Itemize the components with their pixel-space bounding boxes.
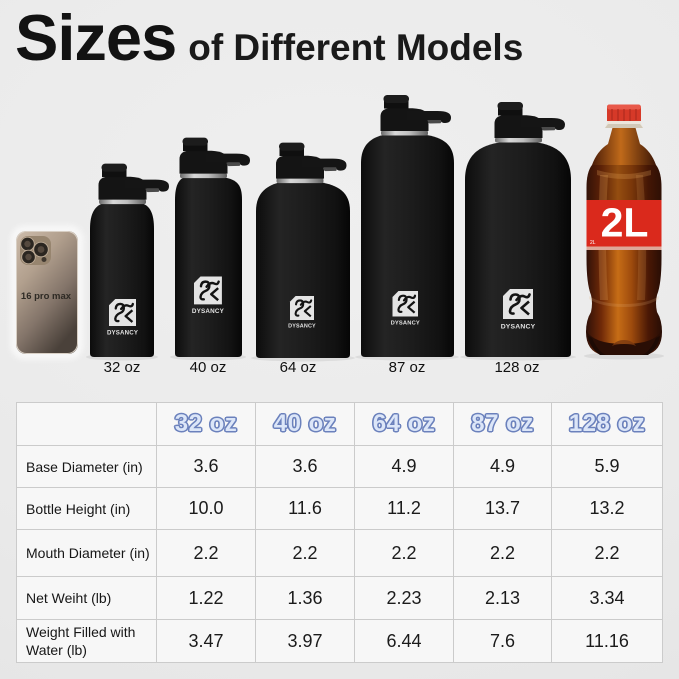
svg-text:16 pro max: 16 pro max (21, 291, 72, 302)
svg-text:2L: 2L (590, 240, 596, 246)
svg-text:2L: 2L (601, 200, 649, 246)
